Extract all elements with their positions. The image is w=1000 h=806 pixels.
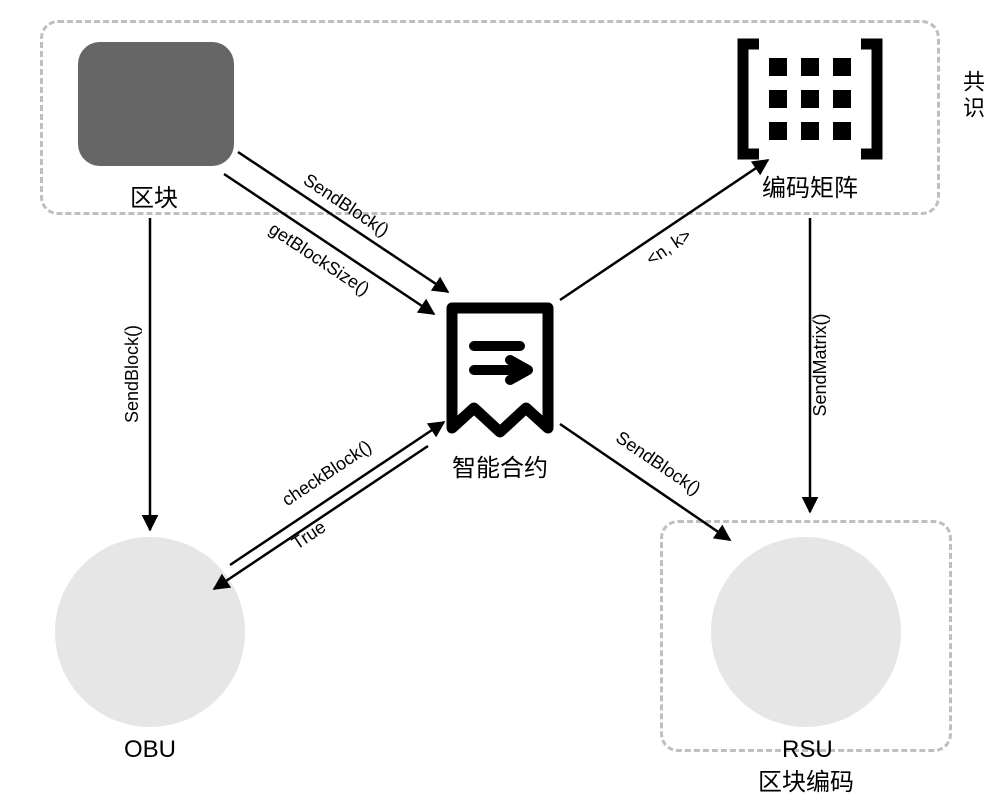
obu-node <box>55 537 245 727</box>
diagram-canvas: 区块 编码矩阵 智能合约 OBU RSU 共识 区块编码 <box>0 0 1000 806</box>
obu-label: OBU <box>124 736 176 764</box>
edge-obu-contract-up <box>230 422 444 565</box>
contract-label: 智能合约 <box>452 448 548 483</box>
edge-label-sendblock-rsu: SendBlock() <box>612 427 704 499</box>
consensus-side-label: 共识 <box>956 70 988 122</box>
edge-label-nk: <n, k> <box>642 225 695 270</box>
block-node <box>78 42 234 166</box>
block-encoding-label: 区块编码 <box>758 762 854 797</box>
edge-label-getblocksize: getBlockSize() <box>265 219 373 300</box>
matrix-icon <box>735 38 885 160</box>
rsu-node <box>711 537 901 727</box>
edge-label-sendblock-obu: SendBlock() <box>122 325 142 423</box>
edge-label-sendmatrix: SendMatrix() <box>810 313 830 416</box>
matrix-label: 编码矩阵 <box>762 168 858 203</box>
rsu-label: RSU <box>782 736 833 764</box>
block-label: 区块 <box>130 178 178 213</box>
contract-icon <box>440 300 560 440</box>
edge-obu-contract-down <box>214 446 428 589</box>
edge-label-true: True <box>288 517 329 554</box>
edge-label-checkblock: checkBlock() <box>278 436 375 510</box>
